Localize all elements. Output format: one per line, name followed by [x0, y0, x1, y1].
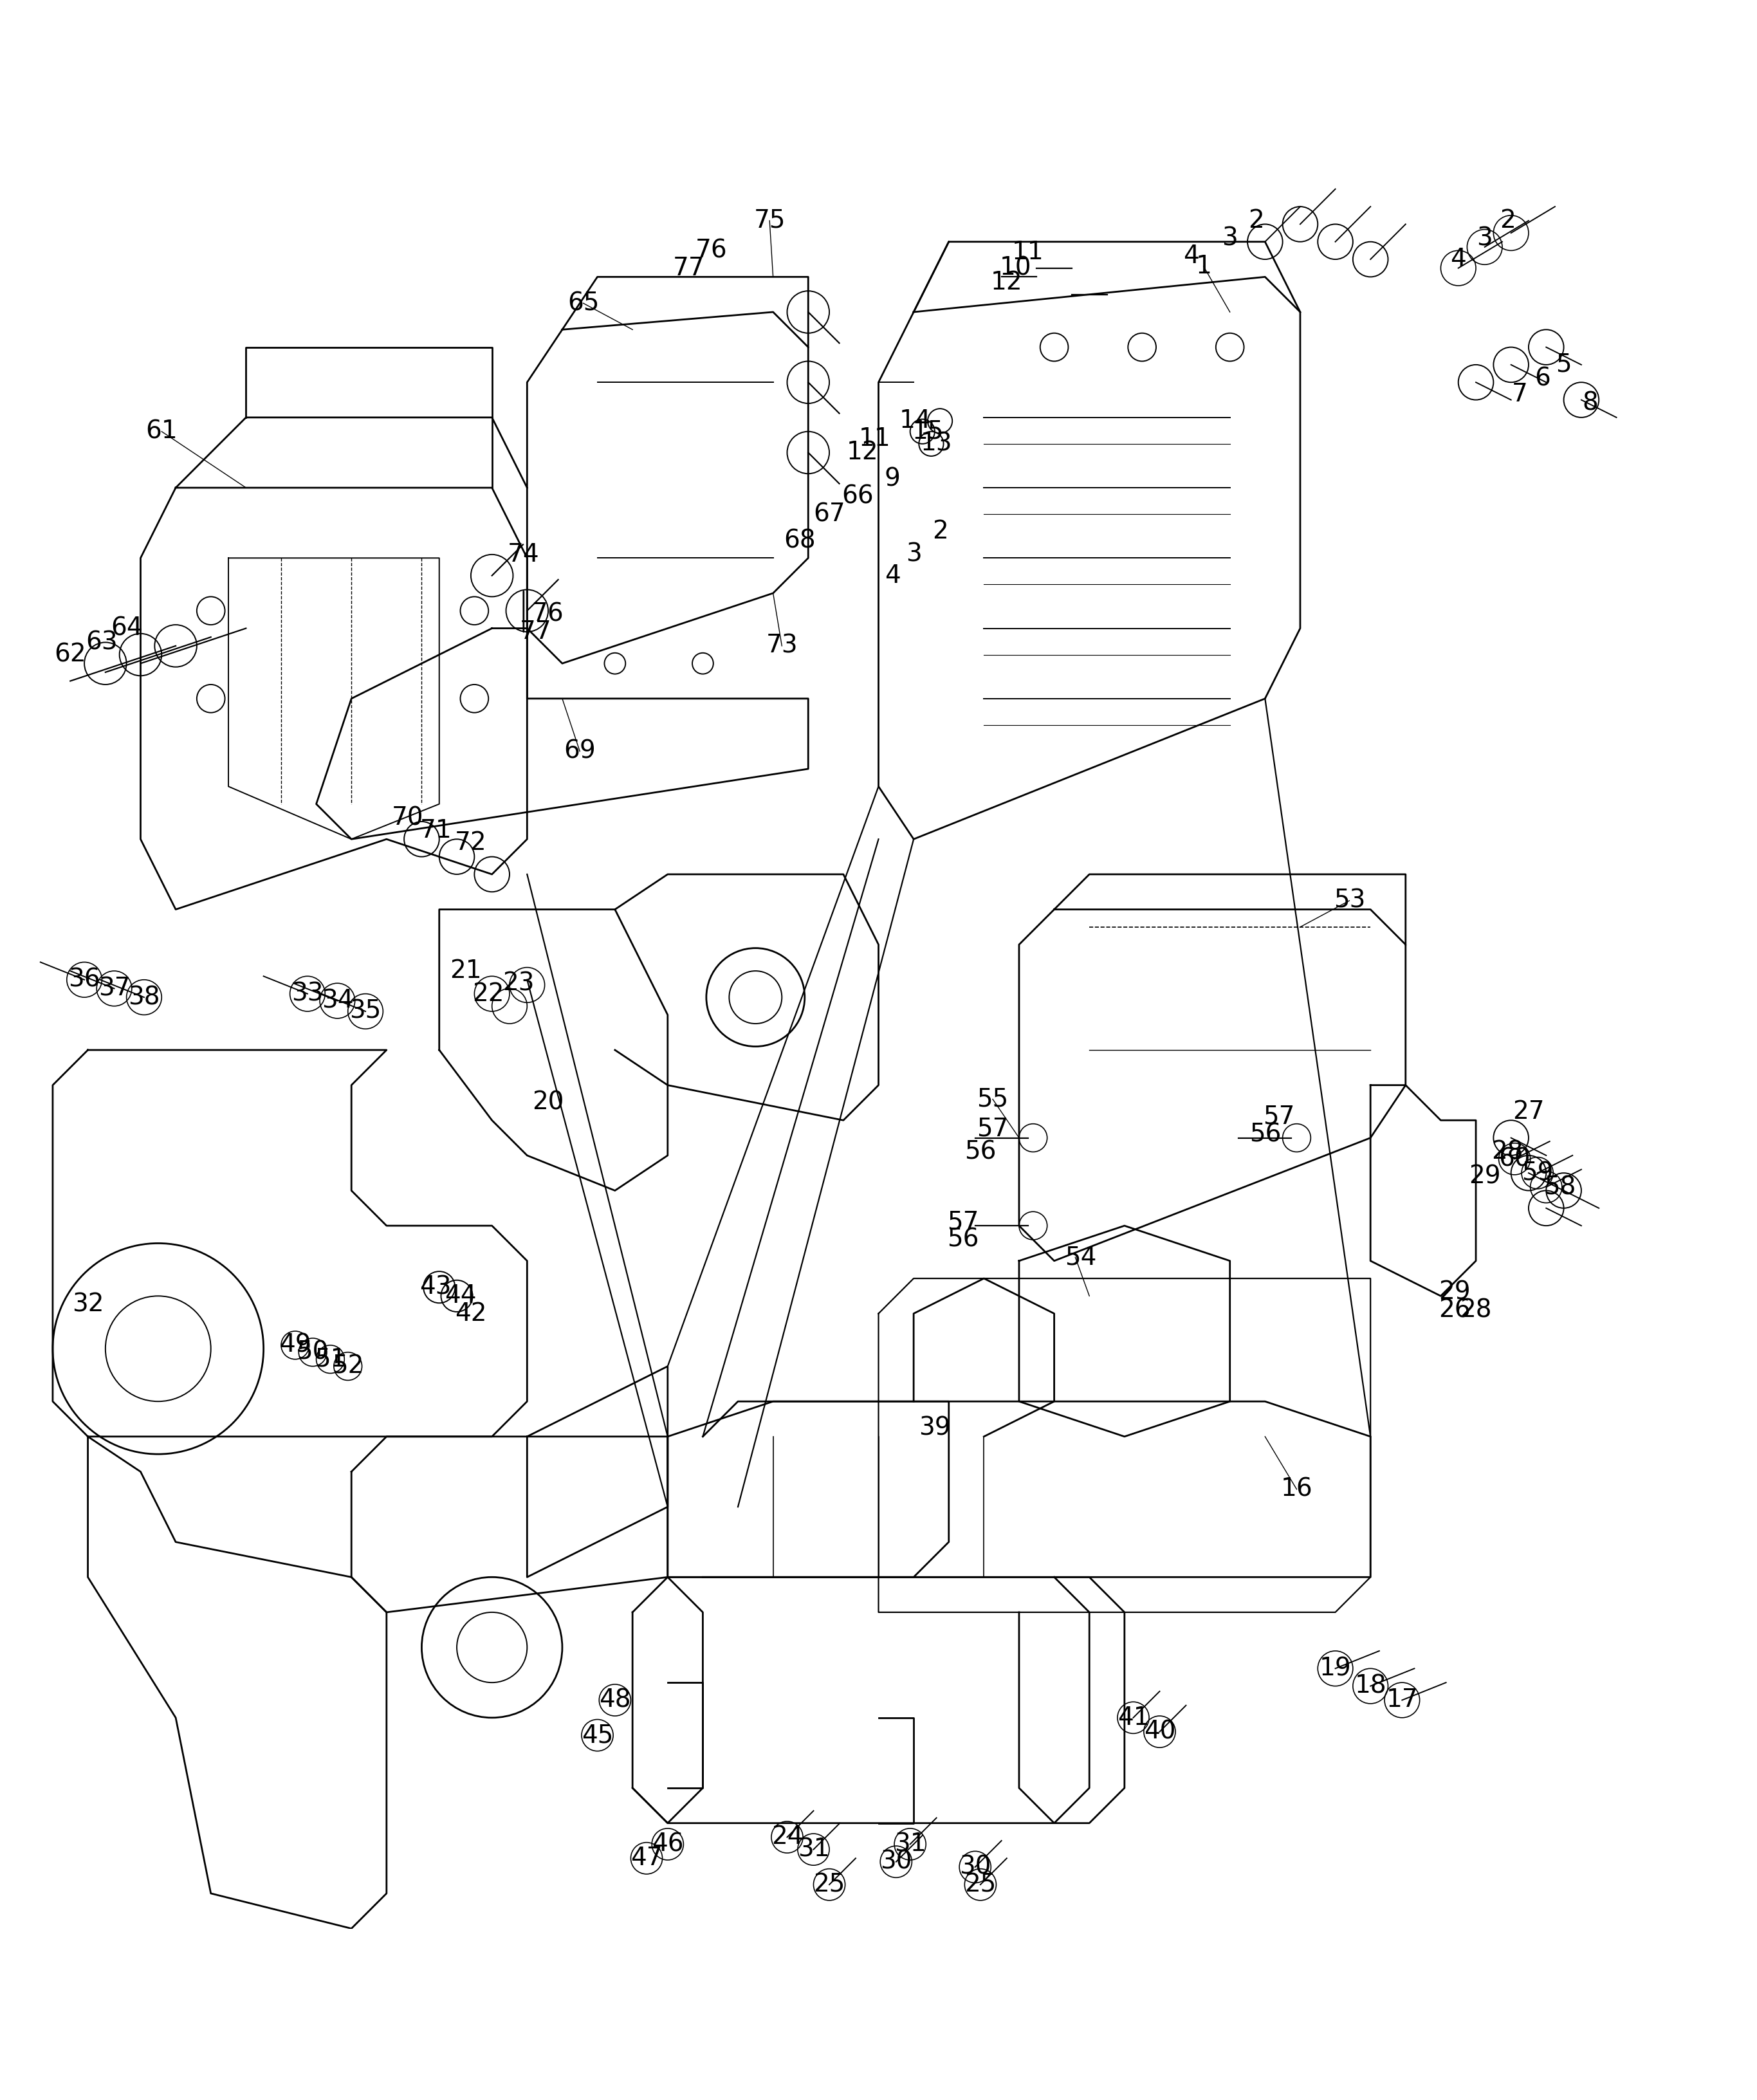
- Text: 5: 5: [1555, 353, 1573, 378]
- Text: 54: 54: [1065, 1245, 1096, 1270]
- Text: 12: 12: [847, 441, 878, 464]
- Text: 70: 70: [392, 806, 423, 830]
- Text: 31: 31: [894, 1831, 926, 1856]
- Text: 4: 4: [1182, 244, 1200, 269]
- Text: 30: 30: [880, 1850, 912, 1873]
- Text: 19: 19: [1320, 1657, 1351, 1680]
- Text: 67: 67: [813, 502, 845, 527]
- Text: 25: 25: [813, 1873, 845, 1896]
- Text: 65: 65: [568, 292, 599, 315]
- Text: 58: 58: [1544, 1174, 1576, 1199]
- Text: 61: 61: [146, 420, 177, 443]
- Text: 13: 13: [921, 433, 952, 456]
- Text: 34: 34: [322, 989, 353, 1012]
- Text: 64: 64: [111, 615, 142, 640]
- Text: 69: 69: [564, 739, 596, 764]
- Text: 17: 17: [1386, 1688, 1418, 1712]
- Text: 15: 15: [912, 420, 944, 443]
- Text: 51: 51: [315, 1346, 346, 1371]
- Text: 59: 59: [1522, 1161, 1553, 1184]
- Text: 3: 3: [1221, 227, 1239, 250]
- Text: 20: 20: [532, 1090, 564, 1115]
- Text: 1: 1: [1195, 254, 1212, 279]
- Text: 68: 68: [784, 529, 815, 552]
- Text: 4: 4: [884, 563, 901, 588]
- Text: 53: 53: [1334, 888, 1365, 914]
- Text: 3: 3: [1476, 227, 1493, 250]
- Text: 43: 43: [420, 1275, 452, 1300]
- Text: 49: 49: [279, 1334, 311, 1357]
- Text: 2: 2: [931, 519, 949, 544]
- Text: 3: 3: [905, 542, 922, 567]
- Text: 66: 66: [842, 485, 873, 508]
- Text: 21: 21: [450, 960, 481, 983]
- Text: 4: 4: [1450, 248, 1467, 271]
- Text: 31: 31: [798, 1838, 829, 1863]
- Text: 50: 50: [297, 1340, 329, 1365]
- Text: 52: 52: [332, 1355, 364, 1378]
- Text: 9: 9: [884, 466, 901, 491]
- Text: 38: 38: [128, 985, 160, 1010]
- Text: 36: 36: [69, 968, 100, 991]
- Text: 35: 35: [350, 1000, 381, 1023]
- Text: 37: 37: [98, 977, 130, 1002]
- Text: 48: 48: [599, 1688, 631, 1712]
- Text: 41: 41: [1117, 1705, 1149, 1730]
- Text: 47: 47: [631, 1846, 662, 1871]
- Text: 22: 22: [473, 981, 504, 1006]
- Text: 63: 63: [86, 630, 118, 655]
- Text: 56: 56: [965, 1140, 996, 1163]
- Text: 60: 60: [1499, 1147, 1530, 1172]
- Text: 10: 10: [1000, 256, 1031, 279]
- Text: 27: 27: [1513, 1098, 1544, 1124]
- Text: 33: 33: [292, 981, 323, 1006]
- Text: 57: 57: [977, 1117, 1009, 1140]
- Text: 42: 42: [455, 1302, 487, 1325]
- Text: 28: 28: [1460, 1298, 1492, 1323]
- Text: 26: 26: [1439, 1298, 1471, 1323]
- Text: 55: 55: [977, 1088, 1009, 1111]
- Text: 56: 56: [1249, 1121, 1281, 1147]
- Text: 62: 62: [54, 643, 86, 668]
- Text: 45: 45: [582, 1722, 613, 1747]
- Text: 18: 18: [1355, 1674, 1386, 1699]
- Text: 76: 76: [696, 237, 727, 262]
- Text: 2: 2: [1247, 208, 1265, 233]
- Text: 30: 30: [959, 1854, 991, 1880]
- Text: 46: 46: [652, 1831, 683, 1856]
- Text: 72: 72: [455, 830, 487, 855]
- Text: 71: 71: [420, 819, 452, 842]
- Text: 73: 73: [766, 634, 798, 657]
- Text: 11: 11: [1012, 239, 1044, 265]
- Text: 74: 74: [508, 542, 539, 567]
- Text: 44: 44: [445, 1283, 476, 1308]
- Text: 6: 6: [1534, 368, 1551, 391]
- Text: 77: 77: [673, 256, 705, 279]
- Text: 29: 29: [1469, 1163, 1500, 1189]
- Text: 40: 40: [1144, 1720, 1175, 1743]
- Text: 12: 12: [991, 271, 1023, 294]
- Text: 8: 8: [1581, 391, 1599, 416]
- Text: 28: 28: [1492, 1140, 1523, 1163]
- Text: 11: 11: [859, 426, 891, 452]
- Text: 2: 2: [1499, 208, 1516, 233]
- Text: 24: 24: [771, 1825, 803, 1850]
- Text: 32: 32: [72, 1294, 104, 1317]
- Text: 77: 77: [520, 620, 552, 645]
- Text: 39: 39: [919, 1415, 951, 1441]
- Text: 57: 57: [947, 1210, 979, 1235]
- Text: 16: 16: [1281, 1476, 1312, 1502]
- Text: 29: 29: [1439, 1281, 1471, 1304]
- Text: 57: 57: [1263, 1105, 1295, 1130]
- Text: 75: 75: [754, 208, 785, 233]
- Text: 23: 23: [503, 970, 534, 995]
- Text: 56: 56: [947, 1228, 979, 1252]
- Text: 14: 14: [900, 410, 931, 433]
- Text: 76: 76: [532, 603, 564, 626]
- Text: 7: 7: [1511, 382, 1529, 407]
- Text: 25: 25: [965, 1873, 996, 1896]
